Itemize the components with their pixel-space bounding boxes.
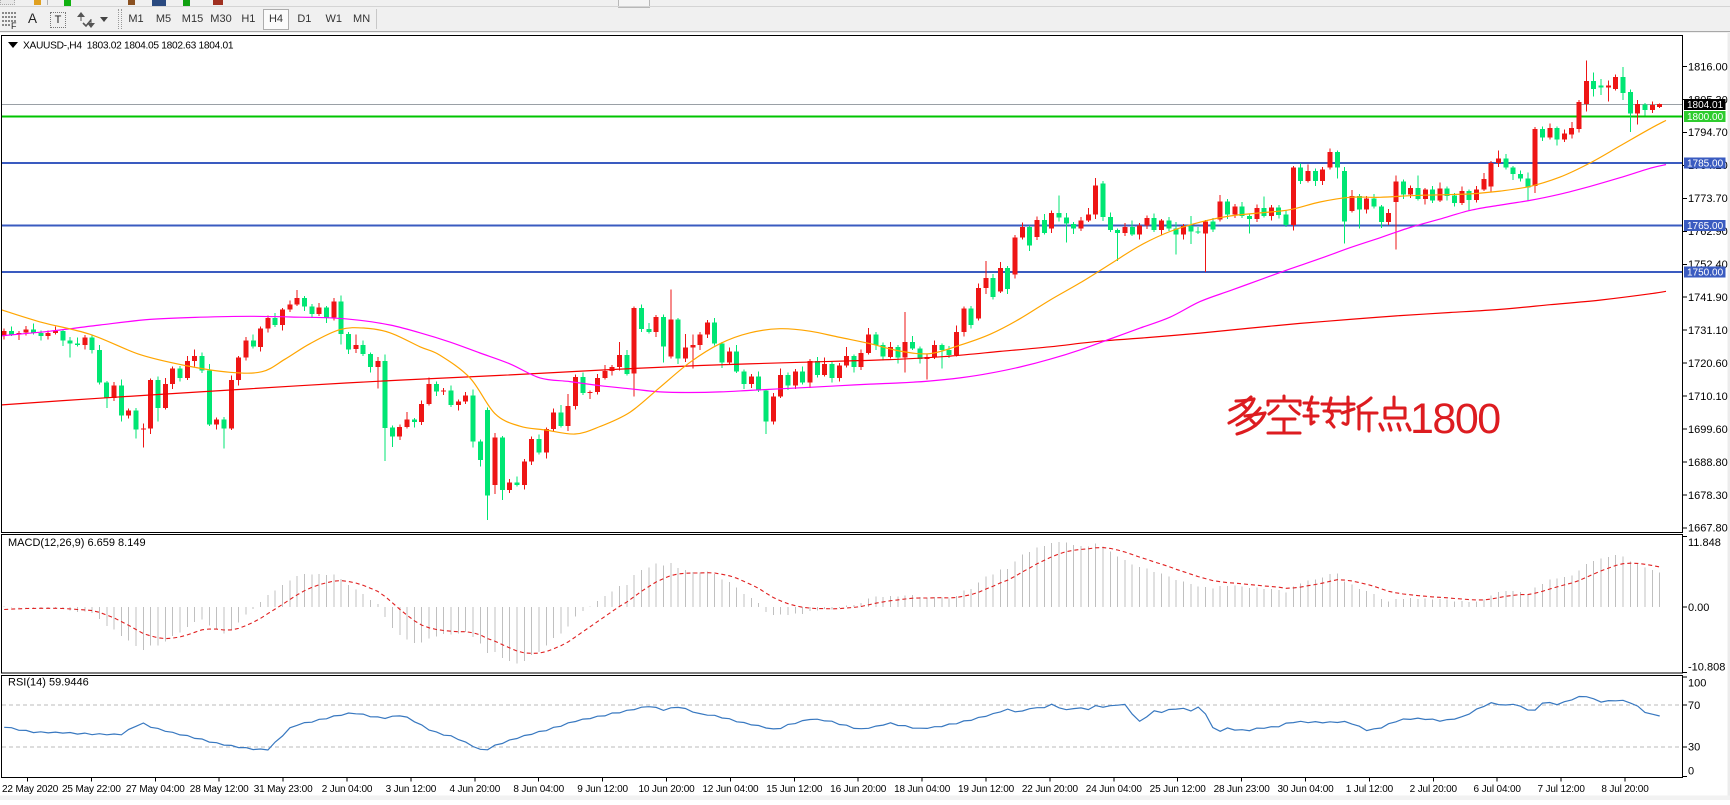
svg-text:25 Jun 12:00: 25 Jun 12:00 xyxy=(1150,784,1207,795)
svg-text:28 May 12:00: 28 May 12:00 xyxy=(190,784,249,795)
svg-text:22 Jun 20:00: 22 Jun 20:00 xyxy=(1022,784,1079,795)
svg-text:24 Jun 04:00: 24 Jun 04:00 xyxy=(1086,784,1143,795)
svg-text:28 Jun 23:00: 28 Jun 23:00 xyxy=(1214,784,1271,795)
svg-text:15 Jun 12:00: 15 Jun 12:00 xyxy=(766,784,823,795)
svg-text:1710.10: 1710.10 xyxy=(1688,391,1728,403)
svg-text:MACD(12,26,9) 6.659 8.149: MACD(12,26,9) 6.659 8.149 xyxy=(8,537,146,549)
svg-text:2 Jul 20:00: 2 Jul 20:00 xyxy=(1410,784,1458,795)
svg-text:1667.80: 1667.80 xyxy=(1688,523,1728,535)
svg-text:1800: 1800 xyxy=(1410,395,1500,443)
svg-text:1804.01: 1804.01 xyxy=(1687,100,1724,111)
svg-text:1765.00: 1765.00 xyxy=(1687,221,1724,232)
svg-text:22 May 2020: 22 May 2020 xyxy=(2,784,59,795)
svg-text:27 May 04:00: 27 May 04:00 xyxy=(126,784,185,795)
svg-text:0: 0 xyxy=(1688,765,1694,777)
svg-text:1800.00: 1800.00 xyxy=(1687,112,1724,123)
svg-text:1741.90: 1741.90 xyxy=(1688,292,1728,304)
svg-text:2 Jun 04:00: 2 Jun 04:00 xyxy=(322,784,373,795)
svg-text:F: F xyxy=(11,21,17,29)
svg-text:19 Jun 12:00: 19 Jun 12:00 xyxy=(958,784,1015,795)
svg-text:70: 70 xyxy=(1688,700,1700,712)
svg-text:RSI(14) 59.9446: RSI(14) 59.9446 xyxy=(8,677,89,689)
svg-text:100: 100 xyxy=(1688,677,1706,689)
svg-text:1785.00: 1785.00 xyxy=(1687,159,1724,170)
svg-text:30 Jun 04:00: 30 Jun 04:00 xyxy=(1277,784,1334,795)
svg-text:9 Jun 12:00: 9 Jun 12:00 xyxy=(577,784,628,795)
svg-text:1 Jul 12:00: 1 Jul 12:00 xyxy=(1346,784,1394,795)
svg-text:1773.70: 1773.70 xyxy=(1688,193,1728,205)
svg-text:1699.60: 1699.60 xyxy=(1688,424,1728,436)
svg-text:6 Jul 04:00: 6 Jul 04:00 xyxy=(1474,784,1522,795)
svg-text:30: 30 xyxy=(1688,742,1700,754)
svg-text:7 Jul 12:00: 7 Jul 12:00 xyxy=(1537,784,1585,795)
svg-text:16 Jun 20:00: 16 Jun 20:00 xyxy=(830,784,887,795)
svg-text:12 Jun 04:00: 12 Jun 04:00 xyxy=(702,784,759,795)
svg-text:1816.00: 1816.00 xyxy=(1688,61,1728,73)
svg-text:4 Jun 20:00: 4 Jun 20:00 xyxy=(449,784,500,795)
svg-text:1794.70: 1794.70 xyxy=(1688,127,1728,139)
svg-text:XAUUSD-,H4 1803.02 1804.05 18: XAUUSD-,H4 1803.02 1804.05 1802.63 1804.… xyxy=(23,41,234,52)
svg-text:1731.10: 1731.10 xyxy=(1688,325,1728,337)
svg-text:3 Jun 12:00: 3 Jun 12:00 xyxy=(386,784,437,795)
svg-text:25 May 22:00: 25 May 22:00 xyxy=(62,784,121,795)
svg-text:1750.00: 1750.00 xyxy=(1687,268,1724,279)
svg-text:1720.60: 1720.60 xyxy=(1688,358,1728,370)
svg-text:1688.80: 1688.80 xyxy=(1688,457,1728,469)
svg-text:18 Jun 04:00: 18 Jun 04:00 xyxy=(894,784,951,795)
svg-text:1678.30: 1678.30 xyxy=(1688,490,1728,502)
svg-text:8 Jun 04:00: 8 Jun 04:00 xyxy=(513,784,564,795)
svg-text:0.00: 0.00 xyxy=(1688,602,1709,614)
svg-text:8 Jul 20:00: 8 Jul 20:00 xyxy=(1601,784,1649,795)
svg-text:10 Jun 20:00: 10 Jun 20:00 xyxy=(638,784,695,795)
svg-text:31 May 23:00: 31 May 23:00 xyxy=(254,784,313,795)
svg-text:-10.808: -10.808 xyxy=(1688,661,1725,673)
svg-text:11.848: 11.848 xyxy=(1688,537,1721,549)
